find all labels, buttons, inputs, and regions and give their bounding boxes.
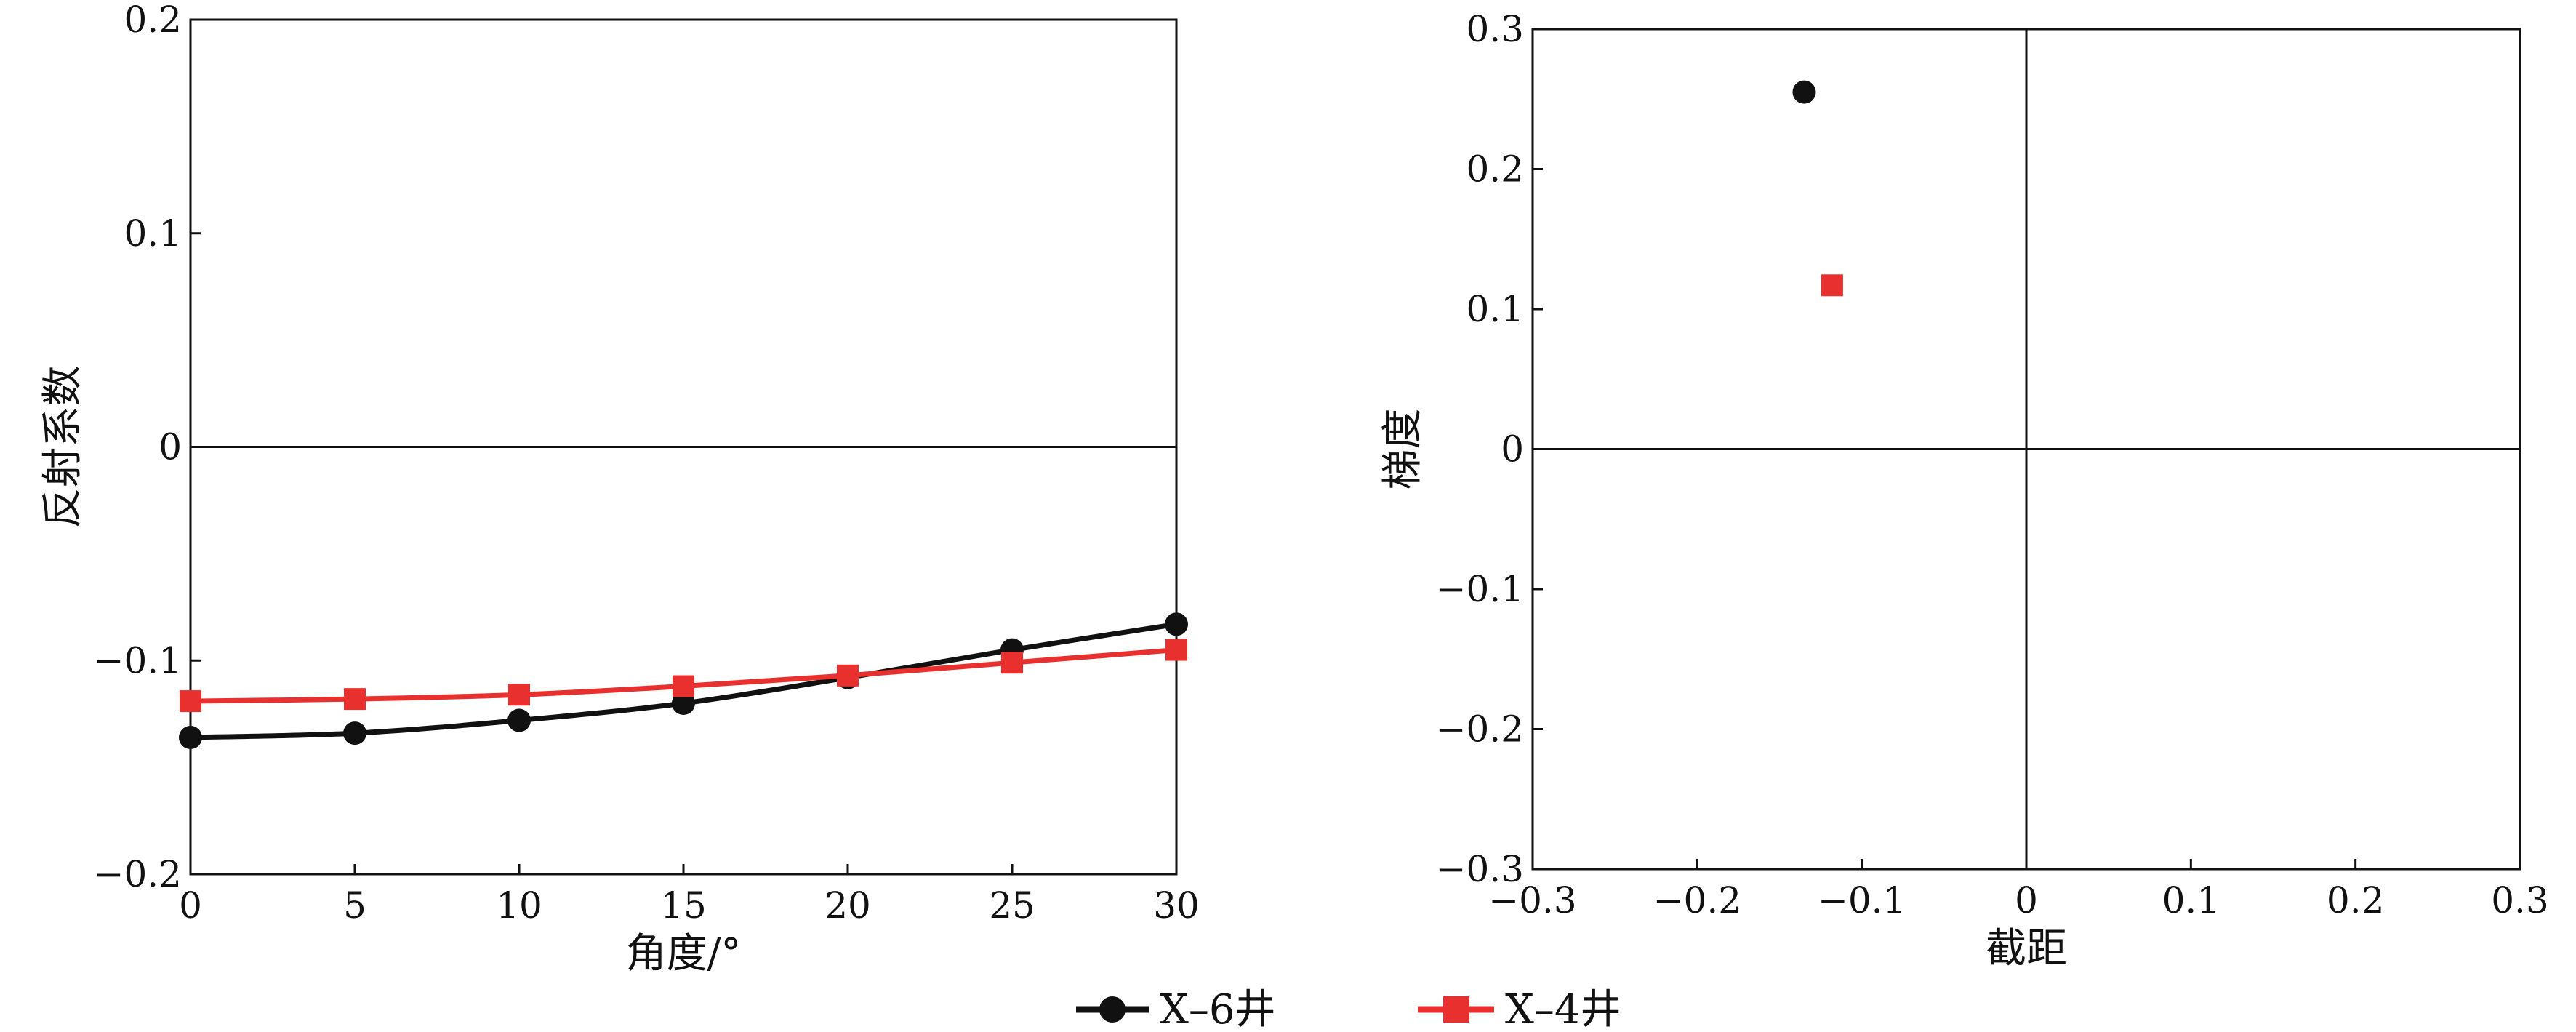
y-tick-label: 0.2 <box>124 0 182 41</box>
x-axis-title: 截距 <box>1986 925 2067 972</box>
y-axis-title: 梯度 <box>1379 409 1427 490</box>
x-tick-label: 10 <box>496 884 542 927</box>
y-tick-label: 0.2 <box>1466 148 1524 191</box>
y-tick-label: 0.3 <box>1466 8 1524 50</box>
y-tick-label: 0.1 <box>124 212 182 255</box>
x-tick-label: 5 <box>343 884 366 927</box>
x-axis-title: 角度/° <box>626 930 742 977</box>
y-tick-label: 0 <box>159 426 182 468</box>
series-x6-point <box>672 692 695 715</box>
x-tick-label: 0.1 <box>2162 879 2220 921</box>
y-axis-title: 反射系数 <box>39 366 87 529</box>
y-tick-label: −0.3 <box>1436 848 1524 890</box>
x-tick-label: −0.1 <box>1818 879 1906 921</box>
x-tick-label: 0 <box>179 884 202 927</box>
y-tick-label: −0.1 <box>94 639 182 681</box>
series-x4-point <box>837 664 859 687</box>
series-x4-point <box>1001 652 1023 674</box>
y-tick-label: 0.1 <box>1466 288 1524 330</box>
y-tick-label: −0.2 <box>1436 708 1524 751</box>
x-tick-label: 0 <box>2015 879 2038 921</box>
x-tick-label: 25 <box>989 884 1035 927</box>
series-x6-point <box>507 708 531 732</box>
series-x4-point <box>180 690 201 713</box>
x-tick-label: −0.3 <box>1488 879 1576 921</box>
y-tick-label: −0.2 <box>94 853 182 895</box>
series-x4-point <box>1165 639 1187 661</box>
intercept-gradient-chart: −0.3 −0.2 −0.1 0 0.1 0.2 0.3 −0.3 −0.2 −0.1 0 0.1 0.… <box>1379 8 2549 972</box>
x-tick-label: 15 <box>660 884 707 927</box>
series-x4-point <box>508 684 530 706</box>
series-x6-point <box>343 721 366 745</box>
series-x6-point <box>179 726 202 749</box>
x-tick-label: 30 <box>1153 884 1200 927</box>
x-tick-label: 0.3 <box>2491 879 2549 921</box>
legend: X–6井 X–4井 <box>1076 986 1621 1032</box>
series-x4-point <box>673 675 694 697</box>
legend-marker-x6 <box>1099 996 1126 1023</box>
series-x4-point <box>1821 274 1843 297</box>
series-x6-point <box>1792 80 1816 104</box>
angle-reflection-chart: 0 5 10 15 20 25 30 −0.2 −0.1 0 0.1 0.2 角度/° 反射系数 <box>39 0 1200 977</box>
series-x6-point <box>1165 612 1188 636</box>
legend-marker-x4 <box>1443 996 1469 1023</box>
y-tick-label: −0.1 <box>1436 568 1524 610</box>
x-tick-label: 20 <box>824 884 871 927</box>
series-x4-point <box>344 688 366 711</box>
x-tick-label: −0.2 <box>1653 879 1741 921</box>
y-tick-label: 0 <box>1501 428 1524 471</box>
legend-label-x6: X–6井 <box>1160 986 1276 1032</box>
x-tick-label: 0.2 <box>2327 879 2385 921</box>
legend-label-x4: X–4井 <box>1505 986 1621 1032</box>
